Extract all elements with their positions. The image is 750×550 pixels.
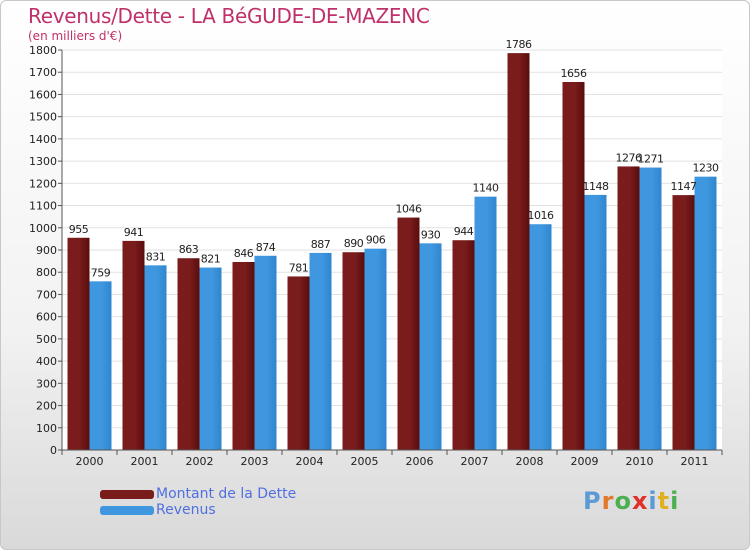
y-tick-label: 800 — [36, 266, 57, 279]
bar-dette — [617, 166, 640, 450]
chart-title: Revenus/Dette - LA BéGUDE-DE-MAZENC — [28, 4, 430, 28]
legend-swatch-dette — [100, 490, 154, 499]
x-tick-label: 2011 — [681, 455, 709, 468]
bar-dette — [452, 240, 475, 450]
legend-label-dette: Montant de la Dette — [156, 486, 297, 502]
value-label-revenus: 821 — [201, 253, 221, 266]
value-label-dette: 1786 — [506, 38, 532, 51]
value-label-dette: 955 — [69, 223, 89, 236]
y-tick-label: 1100 — [29, 200, 57, 213]
bar-revenus — [529, 224, 552, 450]
value-label-revenus: 930 — [421, 228, 441, 241]
y-tick-label: 900 — [36, 244, 57, 257]
value-label-revenus: 887 — [311, 238, 331, 251]
bar-dette — [342, 252, 365, 450]
value-label-revenus: 1148 — [583, 180, 609, 193]
value-label-revenus: 1016 — [528, 209, 554, 222]
legend-swatch-revenus — [100, 506, 154, 515]
y-tick-label: 600 — [36, 311, 57, 324]
proxiti-logo-letter: i — [648, 487, 658, 515]
value-label-dette: 890 — [344, 237, 364, 250]
bar-dette — [672, 195, 695, 450]
bar-revenus — [694, 176, 717, 450]
y-tick-label: 1300 — [29, 155, 57, 168]
chart-subtitle: (en milliers d'€) — [28, 29, 123, 43]
bar-revenus — [89, 281, 112, 450]
x-tick-label: 2009 — [571, 455, 599, 468]
x-tick-label: 2005 — [351, 455, 379, 468]
value-label-revenus: 906 — [366, 234, 386, 247]
bar-dette — [67, 237, 90, 450]
bar-dette — [232, 262, 255, 450]
x-tick-label: 2006 — [406, 455, 434, 468]
value-label-dette: 1656 — [561, 67, 587, 80]
x-tick-label: 2004 — [296, 455, 324, 468]
y-tick-label: 200 — [36, 400, 57, 413]
bar-dette — [397, 217, 420, 450]
legend-label-revenus: Revenus — [156, 502, 216, 518]
x-tick-label: 2002 — [186, 455, 214, 468]
bar-dette — [507, 53, 530, 450]
y-tick-label: 1000 — [29, 222, 57, 235]
bar-revenus — [639, 167, 662, 451]
x-tick-label: 2007 — [461, 455, 489, 468]
proxiti-logo: Proxiti — [583, 487, 679, 515]
bar-revenus — [199, 267, 222, 450]
bar-revenus — [584, 194, 607, 450]
x-tick-label: 2010 — [626, 455, 654, 468]
value-label-revenus: 1230 — [693, 162, 719, 175]
value-label-revenus: 759 — [91, 266, 111, 279]
bar-revenus — [144, 265, 167, 450]
value-label-revenus: 874 — [256, 241, 276, 254]
y-tick-label: 400 — [36, 355, 57, 368]
y-tick-label: 300 — [36, 377, 57, 390]
value-label-dette: 1276 — [616, 151, 642, 164]
x-tick-label: 2000 — [76, 455, 104, 468]
y-axis: 0 100 200 300 400 500 600 700 800 900 1000 1100 1200… — [29, 44, 63, 457]
bar-dette — [122, 240, 145, 450]
bar-dette — [287, 276, 310, 450]
y-tick-label: 1700 — [29, 66, 57, 79]
x-axis: 2000 2001 2002 2003 2004 2005 2006 2007 2008 2009… — [61, 449, 723, 468]
x-tick-label: 2008 — [516, 455, 544, 468]
y-tick-label: 1600 — [29, 88, 57, 101]
bar-revenus — [364, 248, 387, 450]
bars — [67, 53, 717, 451]
y-tick-label: 700 — [36, 288, 57, 301]
value-label-dette: 944 — [454, 225, 474, 238]
bar-revenus — [419, 243, 442, 450]
value-label-revenus: 831 — [146, 250, 166, 263]
proxiti-logo-letter: t — [657, 487, 671, 515]
value-label-dette: 1147 — [671, 180, 697, 193]
y-tick-label: 1200 — [29, 177, 57, 190]
value-label-revenus: 1271 — [638, 153, 664, 166]
proxiti-logo-letter: i — [670, 487, 680, 515]
bar-revenus — [474, 196, 497, 450]
y-tick-label: 1400 — [29, 133, 57, 146]
x-tick-label: 2001 — [131, 455, 159, 468]
y-tick-label: 500 — [36, 333, 57, 346]
value-label-dette: 1046 — [396, 203, 422, 216]
value-label-dette: 863 — [179, 243, 199, 256]
bar-revenus — [309, 252, 332, 450]
y-tick-label: 1800 — [29, 44, 57, 57]
value-label-dette: 941 — [124, 226, 144, 239]
proxiti-logo-letter: o — [614, 487, 632, 515]
y-tick-label: 0 — [50, 444, 57, 457]
value-label-revenus: 1140 — [473, 182, 499, 195]
proxiti-logo-letter: r — [601, 487, 615, 515]
bar-revenus — [254, 255, 277, 450]
y-tick-label: 1500 — [29, 111, 57, 124]
bar-dette — [177, 258, 200, 450]
value-label-dette: 781 — [289, 261, 309, 274]
proxiti-logo-letter: P — [583, 487, 602, 515]
x-tick-label: 2003 — [241, 455, 269, 468]
y-tick-label: 100 — [36, 422, 57, 435]
value-label-dette: 846 — [234, 247, 254, 260]
bar-dette — [562, 82, 585, 450]
proxiti-logo-letter: x — [631, 487, 649, 515]
